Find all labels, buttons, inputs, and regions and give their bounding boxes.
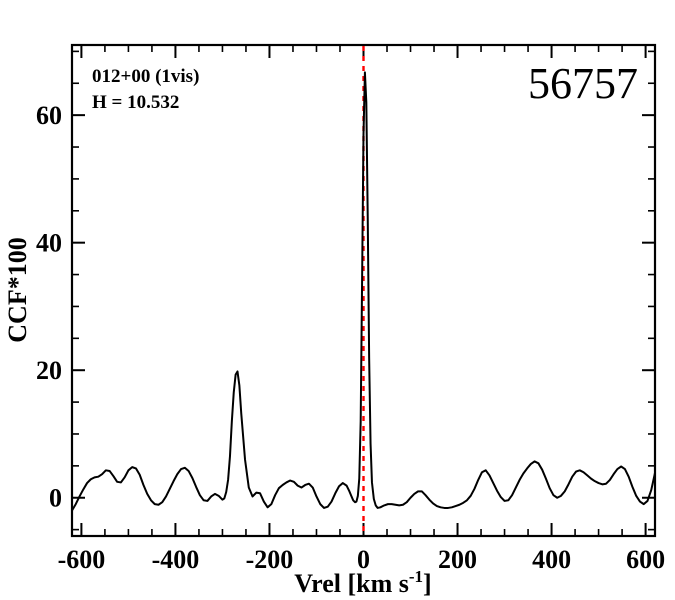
y-tick-label: 40 xyxy=(36,229,62,258)
x-tick-label: 600 xyxy=(626,545,665,574)
y-tick-label: 60 xyxy=(36,101,62,130)
y-tick-label: 0 xyxy=(49,484,62,513)
plot-annotations: 012+00 (1vis) H = 10.532 56757 xyxy=(92,59,638,113)
x-axis-ticks xyxy=(80,45,647,536)
y-axis-ticks xyxy=(72,50,655,531)
y-axis-title: CCF*100 xyxy=(3,237,32,342)
x-tick-label: -200 xyxy=(246,545,294,574)
x-axis-tick-labels: -600 -400 -200 0 200 400 600 xyxy=(58,545,666,574)
y-tick-label: 20 xyxy=(36,356,62,385)
x-axis-title: Vrel [km s-1] xyxy=(294,567,431,598)
y-axis-tick-labels: 0 20 40 60 xyxy=(36,101,62,513)
ccf-data-trace xyxy=(73,71,654,511)
annotation-epoch: 56757 xyxy=(528,59,638,108)
x-tick-label: 200 xyxy=(438,545,477,574)
x-tick-label: -400 xyxy=(152,545,200,574)
data-region xyxy=(73,46,654,535)
x-tick-label: -600 xyxy=(58,545,106,574)
x-tick-label: 0 xyxy=(357,545,370,574)
x-tick-label: 400 xyxy=(532,545,571,574)
axis-titles: Vrel [km s-1] CCF*100 xyxy=(3,237,432,598)
annotation-magnitude: H = 10.532 xyxy=(92,92,179,113)
annotation-target-id: 012+00 (1vis) xyxy=(92,66,199,87)
